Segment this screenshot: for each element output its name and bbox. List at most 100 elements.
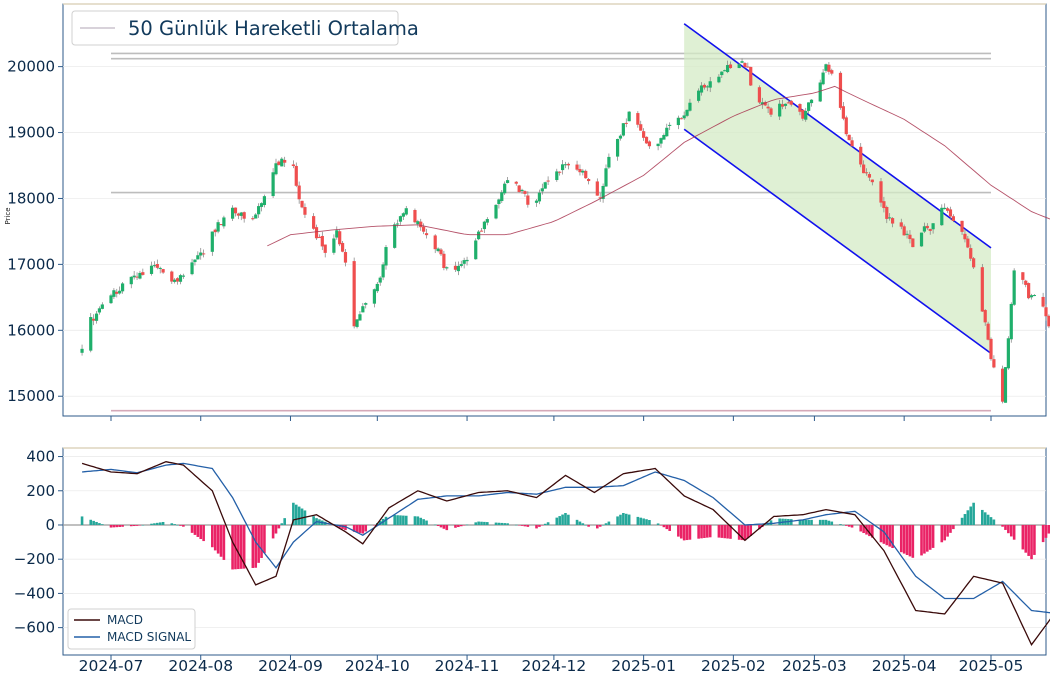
channel-lower-line <box>683 128 992 355</box>
candle-up <box>372 289 377 304</box>
macd-hist-bar-down <box>358 524 362 533</box>
macd-panel-frame <box>62 447 1047 656</box>
macd-hist-bar-up <box>604 523 608 525</box>
candle-down <box>969 248 973 259</box>
macd-hist-bar-down <box>109 524 113 528</box>
candle-down <box>644 136 649 144</box>
candle-up <box>398 216 403 222</box>
macd-hist-bar-up <box>656 523 660 525</box>
candle-up <box>477 231 481 240</box>
macd-hist-bar-down <box>940 524 944 543</box>
macd-hist-bar-up <box>575 519 579 525</box>
candle-up <box>1032 295 1037 297</box>
candle-down <box>749 66 753 86</box>
candle-down <box>980 267 984 312</box>
candle-up <box>1003 367 1008 403</box>
candle-down <box>578 169 582 173</box>
macd-hist-bar-up <box>413 516 417 525</box>
candle-up <box>665 127 669 137</box>
macd-hist-bar-down <box>911 524 915 558</box>
candle-down <box>624 122 628 124</box>
macd-hist-bar-down <box>1044 524 1048 538</box>
candle-down <box>419 221 423 228</box>
macd-hist-bar-down <box>263 524 266 554</box>
macd-hist-bar-up <box>294 504 298 525</box>
candle-down <box>213 229 217 233</box>
candle-up <box>378 277 382 283</box>
macd-hist-bar-up <box>425 520 428 525</box>
macd-hist-bar-down <box>1030 524 1033 560</box>
candle-up <box>723 70 727 72</box>
candle-up <box>332 238 336 253</box>
candle-down <box>314 227 319 239</box>
macd-hist-bar-up <box>824 519 828 525</box>
candle-up <box>364 303 368 305</box>
candle-up <box>94 313 99 321</box>
candlesticks <box>80 58 1050 404</box>
candle-up <box>404 208 408 215</box>
macd-hist-bar-down <box>659 524 663 526</box>
candle-up <box>604 168 608 187</box>
candle-down <box>566 163 570 166</box>
candle-up <box>109 295 113 304</box>
candle-down <box>424 233 429 236</box>
candle-up <box>216 222 220 232</box>
candle-up <box>943 207 947 210</box>
candle-up <box>158 267 162 269</box>
macd-hist-bar-up <box>763 524 767 526</box>
candle-down <box>595 181 599 196</box>
candle-down <box>587 179 591 182</box>
price-legend-label: 50 Günlük Hareketli Ortalama <box>128 17 419 40</box>
macd-hist-bar-down <box>926 524 929 552</box>
candle-up <box>505 180 510 183</box>
candle-up <box>381 264 385 278</box>
candle-down <box>297 185 301 200</box>
candle-down <box>908 234 912 240</box>
candle-down <box>841 106 845 119</box>
macd-hist-bar-down <box>355 524 359 533</box>
candle-down <box>786 102 790 104</box>
candle-down <box>963 233 967 240</box>
candle-down <box>647 141 652 147</box>
candle-up <box>462 260 466 264</box>
x-tick-label: 2024-11 <box>435 657 500 675</box>
macd-hist-bar-up <box>778 518 781 525</box>
candle-down <box>757 87 762 103</box>
candle-down <box>1047 315 1050 327</box>
macd-hist-bar-down <box>740 524 744 541</box>
candle-up <box>888 217 892 219</box>
candle-up <box>262 196 267 206</box>
macd-hist-bar-up <box>963 514 967 525</box>
candle-down <box>867 174 872 178</box>
candle-down <box>882 201 886 209</box>
candle-down <box>233 207 238 214</box>
candle-up <box>668 124 672 126</box>
candle-up <box>717 76 721 83</box>
candle-up <box>543 182 547 189</box>
macd-hist-bar-down <box>118 524 121 527</box>
candle-up <box>720 71 724 76</box>
candle-down <box>702 84 707 88</box>
macd-hist-bar-up <box>153 523 156 525</box>
candle-up <box>1009 303 1013 340</box>
candle-down <box>801 109 805 119</box>
macd-hist-bar-up <box>161 521 165 525</box>
candle-up <box>656 143 660 147</box>
candle-up <box>199 252 203 256</box>
candle-down <box>546 180 550 182</box>
macd-hist-bar-down <box>254 524 258 568</box>
macd-hist-bar-up <box>95 521 98 525</box>
candle-up <box>395 223 400 225</box>
price-y-tick-label: 15000 <box>7 387 55 405</box>
macd-hist-bar-down <box>216 524 220 554</box>
candle-down <box>639 124 643 131</box>
candle-up <box>259 203 264 207</box>
candle-down <box>966 238 970 248</box>
macd-hist-bar-down <box>677 524 680 537</box>
macd-hist-bar-down <box>598 524 602 527</box>
candle-down <box>789 100 793 105</box>
candle-up <box>737 64 741 69</box>
candle-down <box>575 164 579 170</box>
candle-down <box>479 230 484 232</box>
candle-down <box>899 222 903 227</box>
